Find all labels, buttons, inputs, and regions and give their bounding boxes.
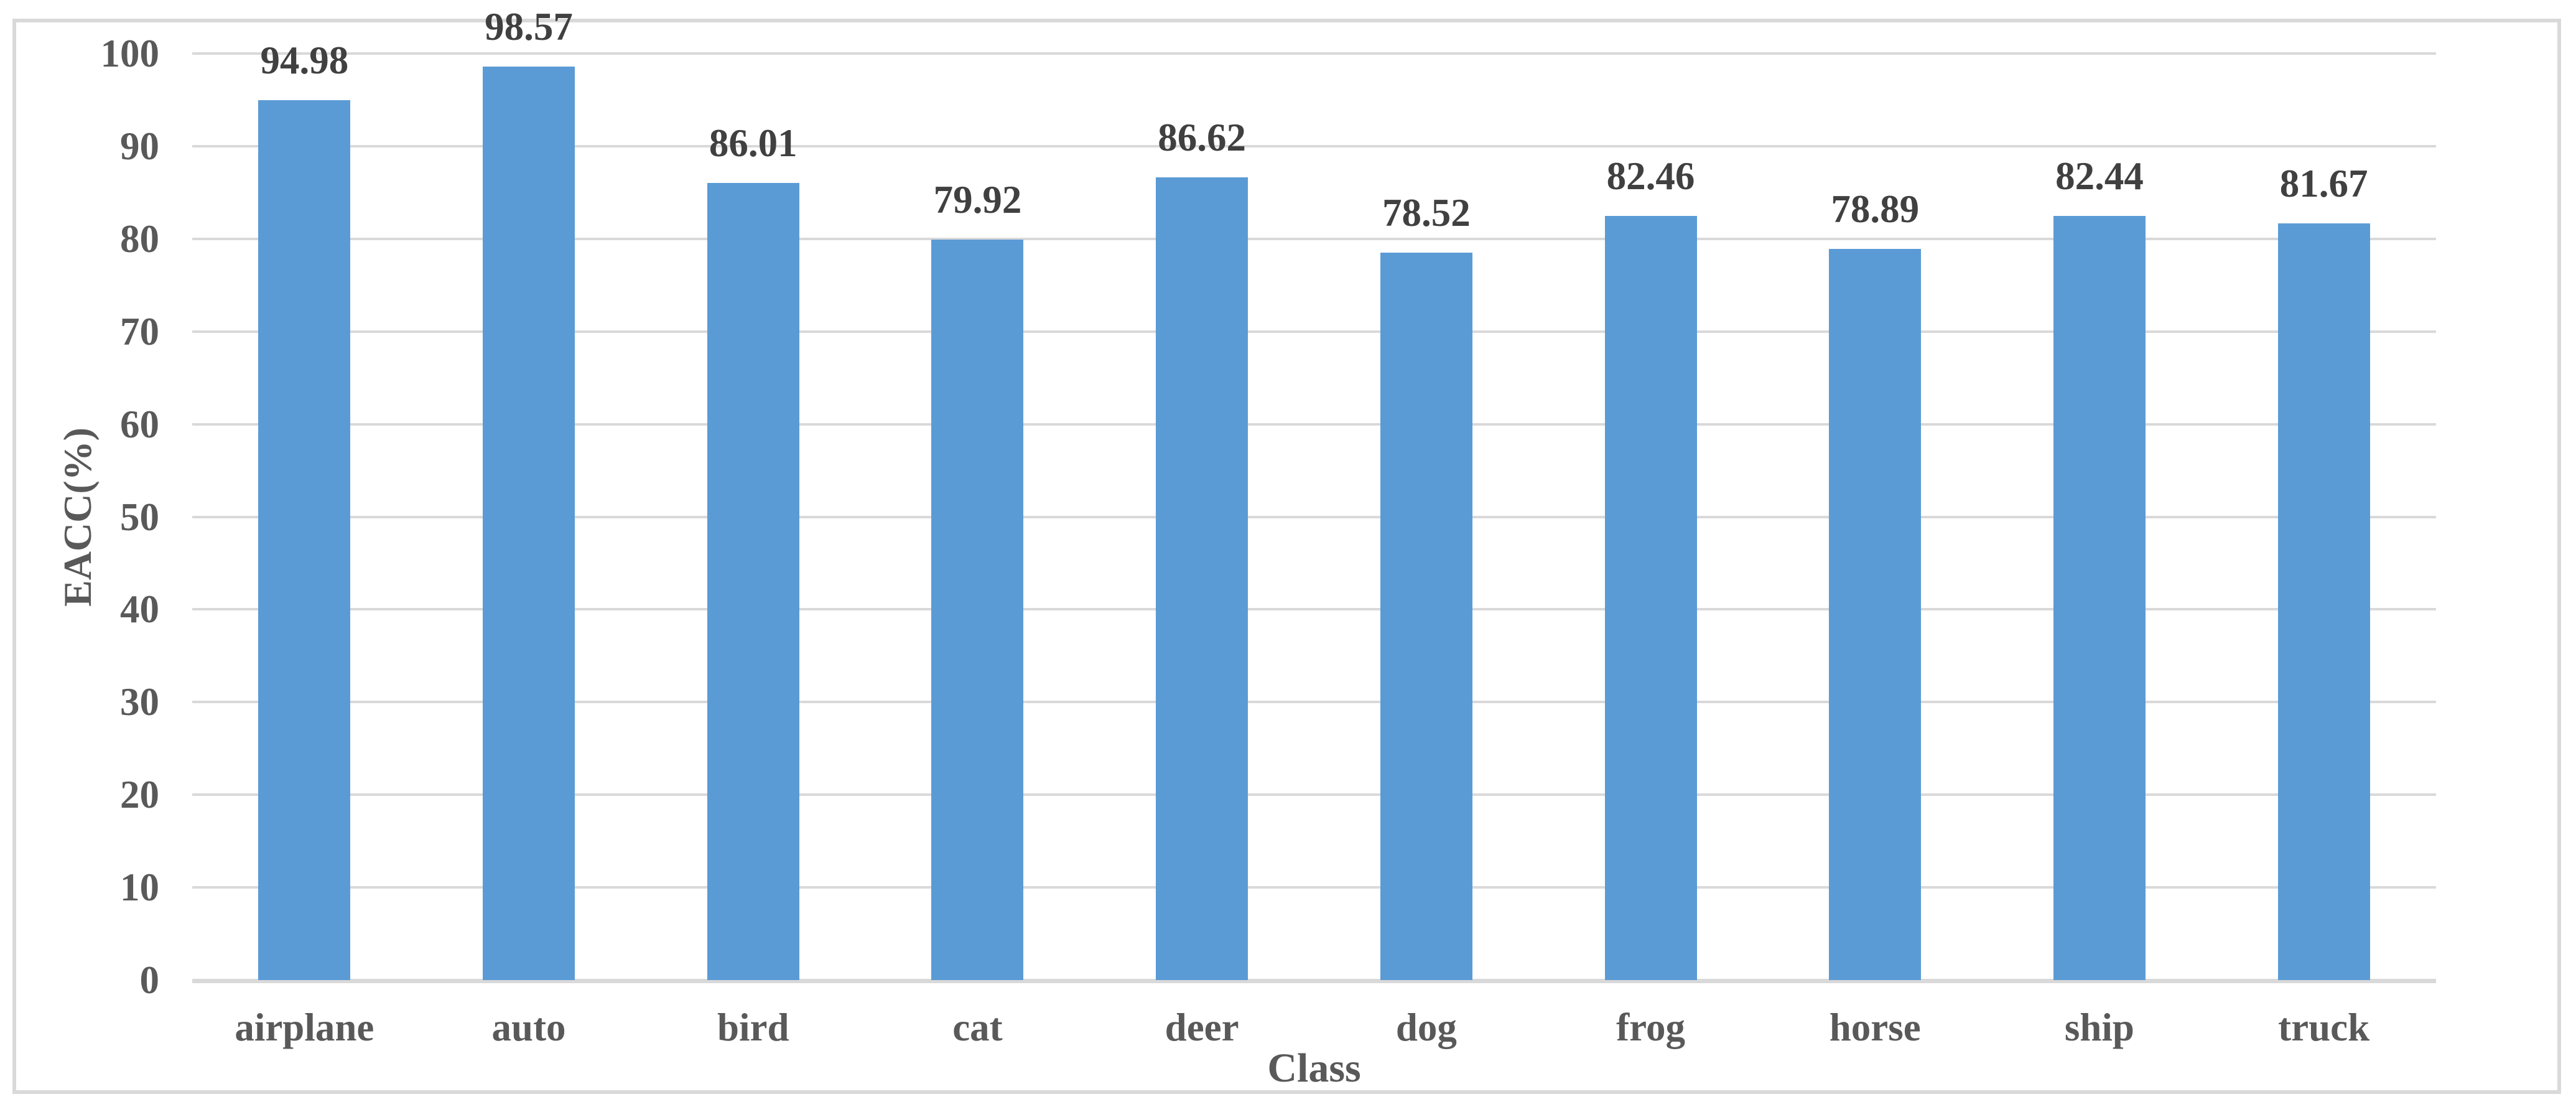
y-tick-label-0: 0	[139, 958, 160, 1002]
data-label-cat: 79.92	[933, 177, 1022, 222]
gridline-30	[192, 701, 2436, 704]
data-label-deer: 86.62	[1158, 116, 1247, 160]
bar-truck	[2277, 223, 2370, 980]
y-tick-label-10: 10	[120, 866, 159, 910]
y-tick-label-90: 90	[120, 124, 159, 168]
y-axis-title: EACC(%)	[55, 427, 100, 607]
data-label-dog: 78.52	[1382, 190, 1471, 235]
y-tick-label-70: 70	[120, 309, 159, 353]
y-tick-label-50: 50	[120, 495, 159, 539]
category-label-dog: dog	[1395, 1006, 1457, 1049]
gridline-10	[192, 886, 2436, 889]
data-label-ship: 82.44	[2055, 154, 2144, 199]
gridline-20	[192, 793, 2436, 797]
bar-horse	[1829, 249, 1922, 980]
x-axis-title: Class	[1267, 1045, 1361, 1091]
bar-dog	[1380, 252, 1472, 980]
gridline-70	[192, 330, 2436, 333]
category-label-airplane: airplane	[235, 1006, 374, 1049]
y-tick-label-60: 60	[120, 402, 159, 446]
gridline-50	[192, 515, 2436, 518]
category-label-deer: deer	[1165, 1006, 1239, 1049]
gridline-40	[192, 608, 2436, 611]
gridline-60	[192, 423, 2436, 426]
bar-cat	[931, 239, 1024, 980]
bar-ship	[2053, 216, 2146, 980]
data-label-truck: 81.67	[2279, 161, 2368, 205]
y-tick-label-40: 40	[120, 587, 159, 632]
data-label-horse: 78.89	[1831, 187, 1920, 231]
category-label-auto: auto	[491, 1006, 566, 1049]
y-tick-label-100: 100	[100, 32, 160, 75]
category-label-truck: truck	[2278, 1006, 2370, 1049]
bar-airplane	[258, 100, 351, 980]
category-label-horse: horse	[1829, 1006, 1921, 1049]
bar-bird	[707, 183, 799, 980]
bar-frog	[1604, 216, 1697, 980]
data-label-frog: 82.46	[1606, 154, 1695, 199]
category-label-frog: frog	[1616, 1006, 1685, 1049]
y-tick-label-30: 30	[120, 680, 159, 724]
category-label-ship: ship	[2064, 1006, 2134, 1049]
bar-auto	[483, 67, 575, 980]
y-tick-label-20: 20	[120, 773, 159, 817]
data-label-bird: 86.01	[709, 121, 797, 166]
y-tick-label-80: 80	[120, 217, 159, 261]
category-label-bird: bird	[717, 1006, 789, 1049]
bar-deer	[1156, 177, 1248, 980]
category-label-cat: cat	[952, 1006, 1003, 1049]
gridline-100	[192, 52, 2436, 55]
data-label-auto: 98.57	[485, 5, 573, 49]
gridline-90	[192, 144, 2436, 147]
x-axis-line	[192, 979, 2436, 983]
data-label-airplane: 94.98	[260, 38, 349, 82]
gridline-80	[192, 237, 2436, 240]
